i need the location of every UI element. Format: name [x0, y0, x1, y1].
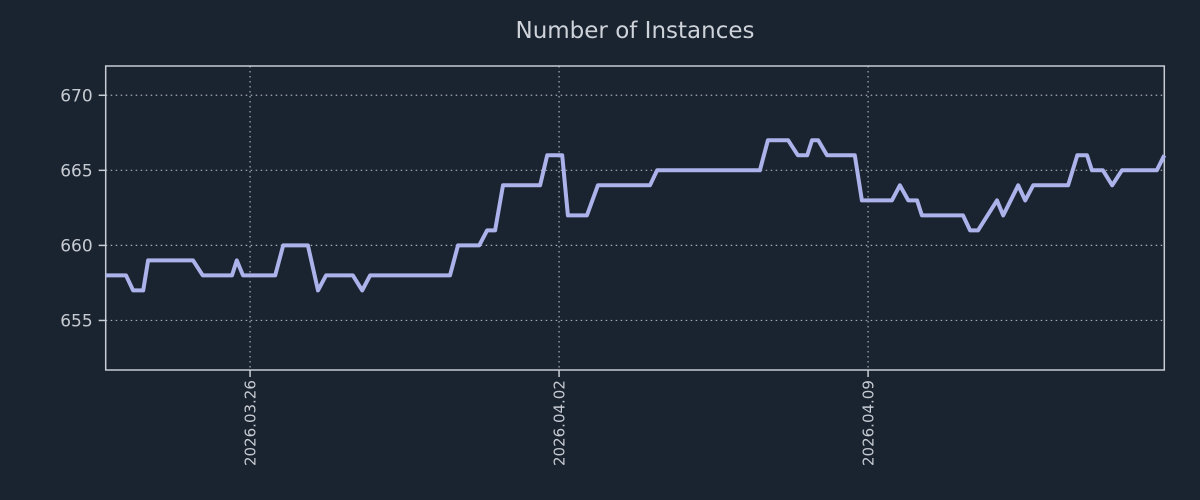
- plot-border: [104, 65, 1166, 371]
- tick-labels-layer: 655 660 665 670 2026.03.26 2026.04.02 2026.04.…: [60, 86, 877, 466]
- chart-title: Number of Instances: [516, 18, 755, 44]
- gridlines-layer: [105, 66, 1165, 370]
- axes-layer: [98, 65, 1166, 377]
- y-tick-label: 660: [60, 236, 92, 256]
- series-layer: [105, 138, 1167, 293]
- y-tick-label: 655: [60, 311, 92, 331]
- series-line-instances: [105, 138, 1167, 293]
- y-tick-label: 665: [60, 161, 92, 181]
- y-tick-label: 670: [60, 86, 92, 106]
- x-tick-label: 2026.04.02: [551, 380, 569, 466]
- x-tick-label: 2026.03.26: [242, 380, 260, 466]
- x-tick-label: 2026.04.09: [860, 380, 878, 466]
